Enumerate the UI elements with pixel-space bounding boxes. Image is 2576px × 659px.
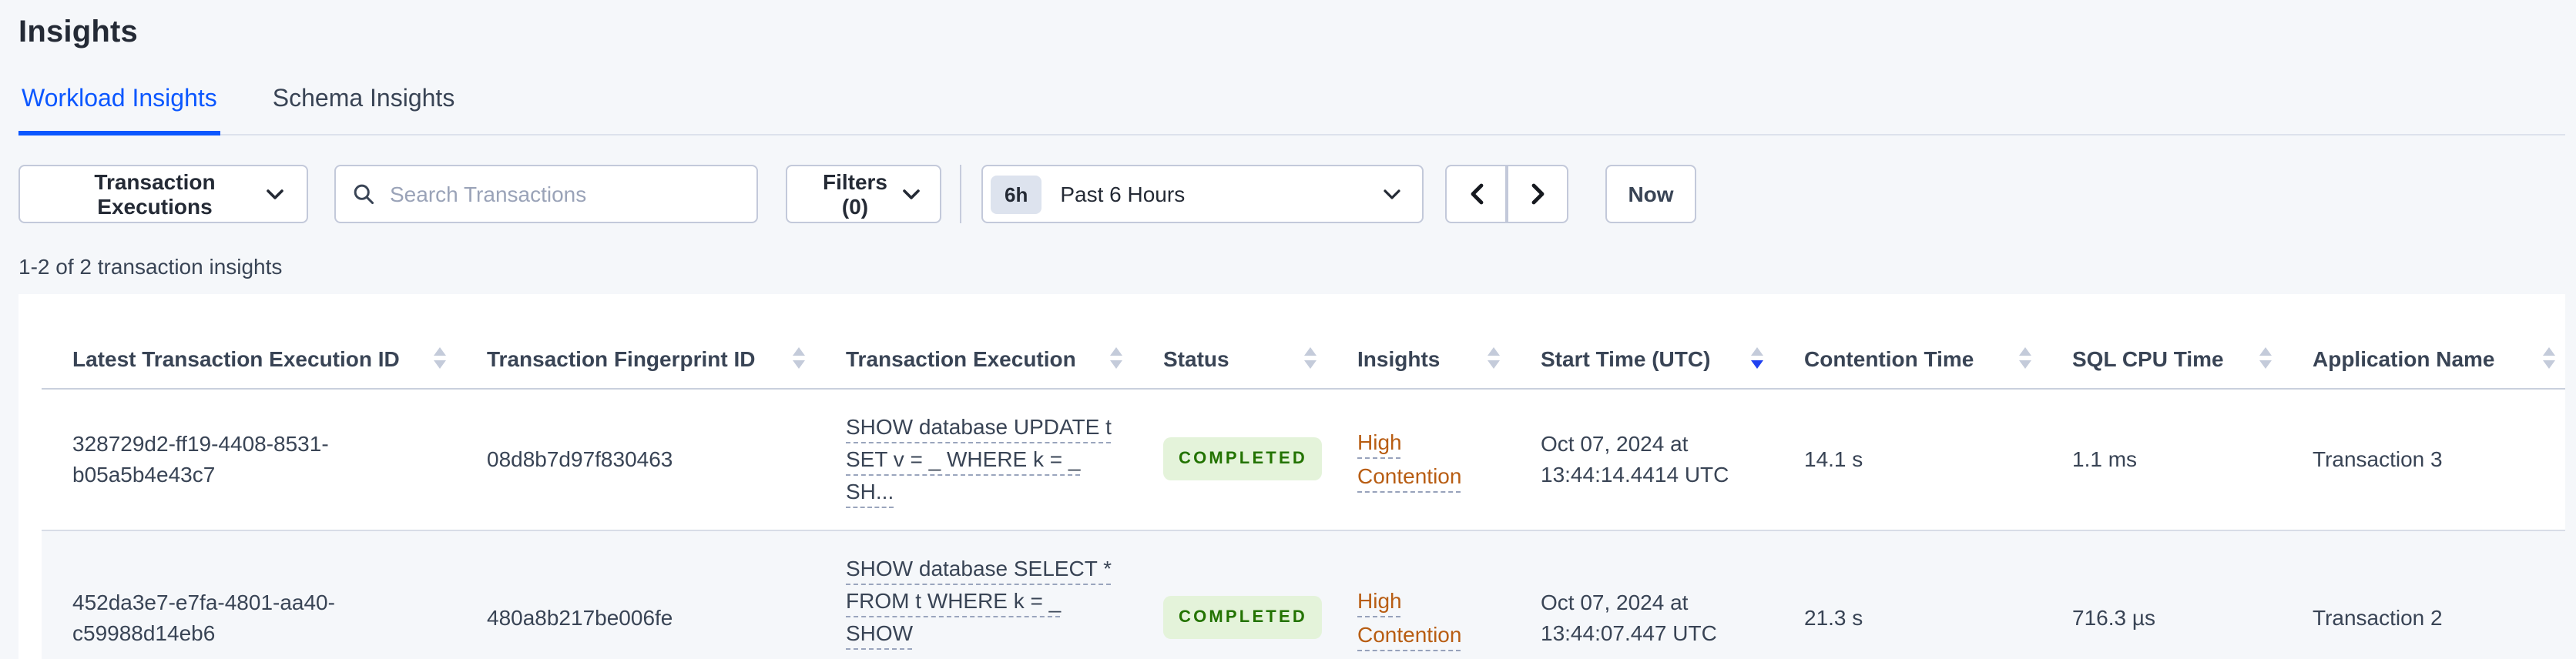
column-label: Contention Time [1804, 346, 1974, 370]
column-header-contention-time[interactable]: Contention Time [1773, 313, 2041, 389]
cell-contention-time: 21.3 s [1804, 604, 1863, 629]
column-label: Latest Transaction Execution ID [72, 346, 400, 370]
toolbar-divider [960, 165, 961, 223]
chevron-right-icon [1531, 183, 1544, 205]
insight-link[interactable]: High Contention [1357, 587, 1462, 646]
cell-application-name: Transaction 2 [2313, 604, 2443, 629]
insight-type-label: Transaction Executions [94, 169, 216, 219]
time-range-dropdown[interactable]: 6h Past 6 Hours [981, 165, 1424, 223]
column-label: Transaction Execution [846, 346, 1076, 370]
cell-status: COMPLETED [1132, 530, 1327, 659]
results-count: 1-2 of 2 transaction insights [18, 254, 283, 279]
filters-button[interactable]: Filters (0) [786, 165, 941, 223]
now-label: Now [1628, 182, 1674, 206]
chevron-left-icon [1470, 183, 1483, 205]
cell-start-time: Oct 07, 2024 at 13:44:14.4414 UTC [1541, 431, 1729, 487]
cell-insights: High Contention [1327, 388, 1510, 530]
cell-fingerprint-id: 08d8b7d97f830463 [487, 447, 673, 471]
column-header-latest-transaction-execution-id[interactable]: Latest Transaction Execution ID [42, 313, 456, 389]
time-nav-group [1445, 165, 1568, 223]
cell-latest-execution-id: 328729d2-ff19-4408-8531-b05a5b4e43c7 [72, 431, 329, 487]
chevron-down-icon [903, 189, 920, 199]
search-box[interactable] [334, 165, 758, 223]
tab-bar: Workload Insights Schema Insights [18, 85, 2565, 135]
column-header-insights[interactable]: Insights [1327, 313, 1510, 389]
insights-table-card: Latest Transaction Execution ID Transact… [18, 294, 2565, 659]
insight-link[interactable]: High Contention [1357, 430, 1462, 488]
column-label: Transaction Fingerprint ID [487, 346, 756, 370]
cell-latest-execution-id: 452da3e7-e7fa-4801-aa40-c59988d14eb6 [72, 589, 335, 644]
column-header-transaction-execution[interactable]: Transaction Execution [815, 313, 1132, 389]
search-icon [354, 184, 374, 205]
transaction-insights-table: Latest Transaction Execution ID Transact… [42, 313, 2565, 659]
tab-schema-insights[interactable]: Schema Insights [272, 86, 455, 112]
now-button[interactable]: Now [1605, 165, 1696, 223]
cell-fingerprint-id: 480a8b217be006fe [487, 604, 673, 629]
column-label: SQL CPU Time [2072, 346, 2224, 370]
time-range-badge: 6h [991, 175, 1042, 213]
insight-type-dropdown[interactable]: Transaction Executions [18, 165, 308, 223]
status-badge: COMPLETED [1163, 437, 1323, 480]
column-header-application-name[interactable]: Application Name [2282, 313, 2565, 389]
table-row: 328729d2-ff19-4408-8531-b05a5b4e43c7 08d… [42, 388, 2565, 530]
column-label: Insights [1357, 346, 1441, 370]
page-title: Insights [18, 15, 138, 49]
sort-icon[interactable] [2018, 346, 2032, 370]
sort-icon[interactable] [1487, 346, 1501, 370]
cell-start-time: Oct 07, 2024 at 13:44:07.447 UTC [1541, 589, 1717, 644]
sort-icon[interactable] [2542, 346, 2556, 370]
cell-transaction-execution: SHOW database SELECT * FROM t WHERE k = … [815, 530, 1132, 659]
toolbar: Transaction Executions Filters (0) 6h Pa… [18, 165, 2576, 223]
status-badge: COMPLETED [1163, 595, 1323, 638]
chevron-down-icon [267, 189, 283, 199]
column-label: Status [1163, 346, 1229, 370]
sort-icon[interactable] [1109, 346, 1123, 370]
column-label: Start Time (UTC) [1541, 346, 1711, 370]
time-range-label: Past 6 Hours [1060, 182, 1186, 206]
sort-icon[interactable] [433, 346, 447, 370]
cell-insights: High Contention [1327, 530, 1510, 659]
column-header-transaction-fingerprint-id[interactable]: Transaction Fingerprint ID [456, 313, 815, 389]
column-label: Application Name [2313, 346, 2495, 370]
chevron-down-icon [1384, 189, 1400, 199]
sort-icon[interactable] [792, 346, 806, 370]
cell-contention-time: 14.1 s [1804, 447, 1863, 471]
column-header-sql-cpu-time[interactable]: SQL CPU Time [2041, 313, 2282, 389]
time-prev-button[interactable] [1445, 165, 1507, 223]
search-input[interactable] [334, 165, 758, 223]
cell-sql-cpu-time: 716.3 µs [2072, 604, 2155, 629]
cell-transaction-execution: SHOW database UPDATE t SET v = _ WHERE k… [815, 388, 1132, 530]
tab-workload-insights[interactable]: Workload Insights [18, 85, 220, 135]
table-row: 452da3e7-e7fa-4801-aa40-c59988d14eb6 480… [42, 530, 2565, 659]
cell-status: COMPLETED [1132, 388, 1327, 530]
time-next-button[interactable] [1507, 165, 1568, 223]
sort-icon[interactable] [2259, 346, 2272, 370]
table-header-row: Latest Transaction Execution ID Transact… [42, 313, 2565, 389]
column-header-start-time[interactable]: Start Time (UTC) [1510, 313, 1773, 389]
sort-icon[interactable] [1303, 346, 1317, 370]
transaction-execution-link[interactable]: SHOW database UPDATE t SET v = _ WHERE k… [846, 413, 1112, 503]
cell-application-name: Transaction 3 [2313, 447, 2443, 471]
cell-sql-cpu-time: 1.1 ms [2072, 447, 2138, 471]
column-header-status[interactable]: Status [1132, 313, 1327, 389]
transaction-execution-link[interactable]: SHOW database SELECT * FROM t WHERE k = … [846, 555, 1112, 659]
filters-label: Filters (0) [822, 169, 887, 219]
sort-icon-active-desc[interactable] [1750, 346, 1764, 370]
